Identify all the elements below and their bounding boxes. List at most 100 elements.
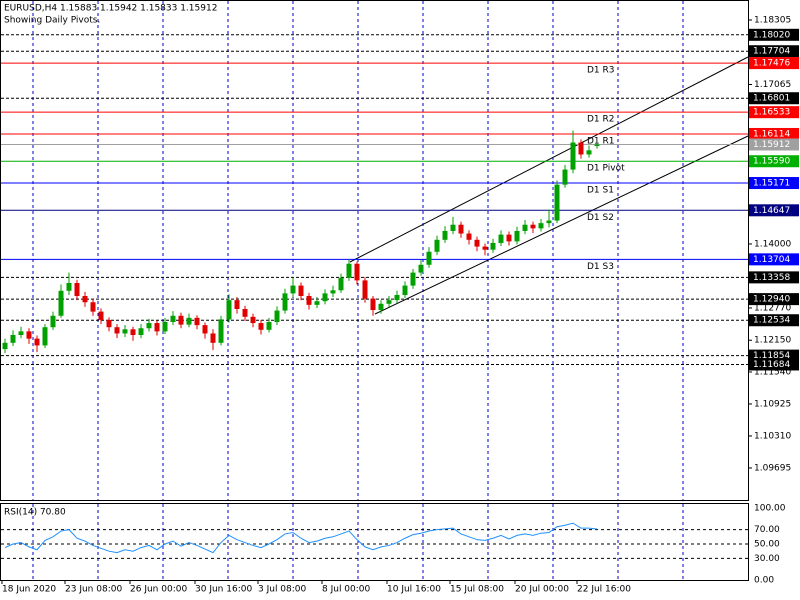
candle-body <box>338 277 344 291</box>
candle-body <box>2 342 8 350</box>
x-tick-label: 10 Jul 16:00 <box>387 585 441 595</box>
level-name: D1 Pivot <box>587 164 625 174</box>
x-tick-label: 18 Jun 2020 <box>2 585 56 595</box>
price-box <box>749 92 799 105</box>
price-box <box>749 106 799 119</box>
y-tick-label: 1.14000 <box>754 239 791 249</box>
candle-body <box>42 327 48 346</box>
candle-body <box>258 323 264 330</box>
rsi-tick-label: 50.00 <box>754 540 780 550</box>
candle-body <box>490 242 496 250</box>
candle-body <box>202 325 208 334</box>
candle-body <box>538 223 544 229</box>
candle-body <box>218 319 224 343</box>
candle-body <box>442 230 448 240</box>
price-box <box>749 253 799 266</box>
channel-line <box>349 56 749 263</box>
candle-body <box>594 144 600 146</box>
candle-body <box>346 263 352 278</box>
price-box <box>749 155 799 168</box>
level-name: D1 S1 <box>587 186 614 196</box>
candle-body <box>426 251 432 265</box>
candle-body <box>546 220 552 224</box>
candle-body <box>122 329 128 334</box>
price-box-label: 1.12534 <box>753 316 790 326</box>
price-box-label: 1.18020 <box>753 30 790 40</box>
y-tick-label: 1.09695 <box>754 463 791 473</box>
y-tick-label: 1.11540 <box>754 367 791 377</box>
candle-body <box>266 322 272 330</box>
level-name: D1 S2 <box>587 213 614 223</box>
candle-body <box>418 264 424 273</box>
x-tick-label: 30 Jun 16:00 <box>195 585 252 595</box>
candle-body <box>98 311 104 320</box>
rsi-tick-label: 30.00 <box>754 554 780 564</box>
rsi-title: RSI(14) 70.80 <box>4 508 66 518</box>
candle-body <box>130 329 136 336</box>
candle-body <box>66 282 72 291</box>
price-box-label: 1.15912 <box>753 140 790 150</box>
price-box <box>749 127 799 140</box>
candle-body <box>154 323 160 332</box>
candle-body <box>170 315 176 323</box>
price-box-label: 1.17704 <box>753 47 790 57</box>
y-tick-label: 1.12770 <box>754 303 791 313</box>
price-box <box>749 138 799 151</box>
price-box <box>749 358 799 371</box>
rsi-tick-label: 100.00 <box>754 504 786 514</box>
candle-body <box>410 272 416 286</box>
x-tick-label: 8 Jul 00:00 <box>322 585 371 595</box>
price-box-label: 1.11854 <box>753 351 790 361</box>
price-box-label: 1.14647 <box>753 206 790 216</box>
candle-body <box>362 280 368 299</box>
candle-body <box>474 239 480 247</box>
candle-body <box>330 290 336 294</box>
price-box <box>749 271 799 284</box>
level-name: D1 S3 <box>587 262 614 272</box>
candle-body <box>162 322 168 332</box>
price-box <box>749 177 799 190</box>
y-tick-label: 1.17065 <box>754 80 791 90</box>
candle-body <box>522 224 528 231</box>
note: Showing Daily Pivots. <box>4 16 100 26</box>
rsi-line <box>4 522 598 554</box>
x-tick-label: 15 Jul 08:00 <box>450 585 504 595</box>
channel-line <box>374 135 749 315</box>
level-name: D1 R1 <box>587 136 615 146</box>
x-tick-label: 23 Jun 08:00 <box>65 585 122 595</box>
candle-body <box>282 293 288 311</box>
candle-body <box>370 298 376 311</box>
candle-body <box>74 282 80 296</box>
level-name: D1 R3 <box>587 66 615 76</box>
candle-body <box>354 263 360 281</box>
candle-body <box>530 224 536 229</box>
candle-body <box>90 302 96 312</box>
x-tick-label: 22 Jul 16:00 <box>577 585 631 595</box>
candle-body <box>466 233 472 240</box>
candle-body <box>242 309 248 317</box>
rsi-tick-label: 0.00 <box>754 576 774 586</box>
candle-body <box>322 293 328 302</box>
price-box-label: 1.15171 <box>753 179 790 189</box>
rsi-tick-label: 70.00 <box>754 525 780 535</box>
price-box-label: 1.17476 <box>753 59 790 69</box>
price-box-label: 1.11684 <box>753 360 790 370</box>
candle-body <box>402 285 408 295</box>
candle-body <box>378 303 384 311</box>
candle-body <box>290 285 296 294</box>
price-box-label: 1.16801 <box>753 94 790 104</box>
rsi-panel <box>0 503 749 581</box>
candle-body <box>18 331 24 336</box>
x-tick-label: 3 Jul 08:00 <box>258 585 307 595</box>
price-box <box>749 293 799 306</box>
candle-body <box>314 301 320 305</box>
level-name: D1 R2 <box>587 115 615 125</box>
candle-body <box>450 224 456 231</box>
candle-body <box>578 142 584 155</box>
price-box <box>749 45 799 58</box>
candle-body <box>146 323 152 329</box>
candle-body <box>186 317 192 325</box>
candle-body <box>562 169 568 185</box>
y-tick-label: 1.10925 <box>754 399 791 409</box>
